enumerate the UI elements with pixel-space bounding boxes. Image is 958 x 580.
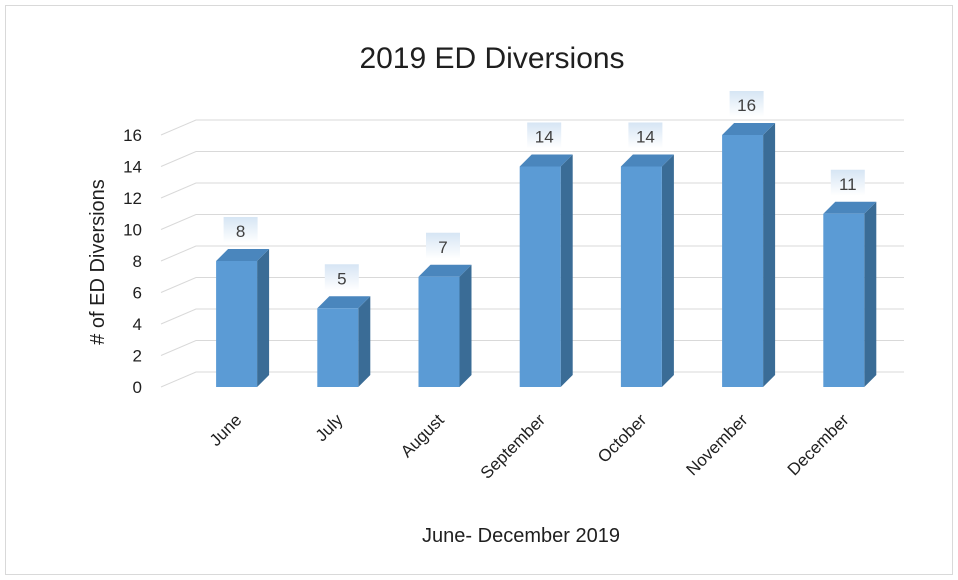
bar-top-face: [418, 264, 472, 277]
x-category-label: November: [683, 410, 752, 479]
data-label: 11: [830, 169, 865, 196]
bar-front-face: [722, 135, 764, 387]
x-category-label: December: [784, 410, 853, 479]
data-label-text: 5: [337, 269, 346, 288]
bar-front-face: [216, 261, 258, 387]
data-label: 5: [324, 264, 359, 291]
y-tick-label: 16: [123, 126, 142, 145]
data-labels: 8 5 7 14 14 16 11: [223, 91, 865, 291]
bar-side-face: [864, 201, 877, 387]
bar-top-face: [216, 249, 270, 261]
y-tick-label: 10: [123, 221, 142, 240]
data-label-box: [628, 122, 663, 149]
data-label-text: 14: [535, 128, 554, 147]
data-label-text: 14: [636, 128, 655, 147]
x-category-label: October: [594, 410, 650, 466]
x-category-label: July: [312, 410, 347, 445]
data-label-text: 7: [438, 238, 447, 257]
x-axis-labels: June July August September October November De…: [206, 410, 853, 483]
bar-side-face: [560, 154, 573, 387]
data-label: 7: [426, 232, 460, 259]
y-axis-ticks: 0 2 4 6 8 10 12 14 16: [123, 126, 142, 397]
y-tick-label: 6: [133, 284, 142, 303]
data-label-text: 16: [737, 96, 756, 115]
chart-title: 2019 ED Diversions: [359, 42, 624, 75]
bar-front-face: [620, 166, 662, 387]
y-tick-label: 8: [133, 252, 142, 271]
bar-side-face: [358, 296, 371, 387]
bar-front-face: [317, 308, 359, 387]
bar-front-face: [519, 166, 561, 387]
bar-july: [317, 296, 371, 387]
data-label-text: 11: [839, 175, 857, 194]
x-axis-title: June- December 2019: [422, 525, 620, 547]
data-label: 16: [729, 91, 764, 117]
data-label-box: [426, 232, 460, 259]
gridline: [160, 119, 904, 136]
bar-december: [823, 201, 877, 387]
y-tick-label: 0: [133, 378, 142, 397]
data-label: 14: [628, 122, 663, 149]
data-label-box: [729, 91, 764, 117]
data-label: 14: [527, 122, 562, 149]
data-label-box: [830, 169, 865, 196]
bars: [216, 123, 877, 387]
bar-october: [620, 154, 674, 387]
bar-front-face: [823, 213, 865, 387]
x-category-label: August: [397, 410, 448, 461]
bar-side-face: [661, 154, 674, 387]
data-label: 8: [223, 217, 258, 243]
chart-frame: 2019 ED Diversions # of ED Diversions Ju…: [5, 5, 953, 575]
bar-august: [418, 264, 472, 387]
gridline: [160, 151, 904, 167]
bar-side-face: [257, 249, 270, 387]
bar-front-face: [418, 276, 460, 387]
x-category-label: June: [206, 410, 246, 450]
gridlines: [160, 119, 904, 388]
data-label-box: [223, 217, 258, 243]
data-label-text: 8: [236, 222, 245, 241]
data-label-box: [324, 264, 359, 291]
bar-june: [216, 249, 270, 387]
y-tick-label: 2: [133, 347, 142, 366]
bar-september: [519, 154, 573, 387]
y-axis-title: # of ED Diversions: [87, 179, 109, 345]
bar-top-face: [620, 154, 674, 167]
bar-top-face: [519, 154, 573, 167]
bar-side-face: [459, 264, 472, 387]
bar-top-face: [823, 201, 877, 214]
y-tick-label: 12: [123, 189, 142, 208]
y-tick-label: 4: [133, 315, 142, 334]
bar-november: [722, 123, 776, 387]
y-tick-label: 14: [123, 158, 142, 177]
bar-top-face: [317, 296, 371, 309]
bar-top-face: [722, 123, 776, 135]
data-label-box: [527, 122, 562, 149]
chart-svg: 2019 ED Diversions # of ED Diversions Ju…: [87, 42, 904, 547]
bar-side-face: [763, 123, 776, 387]
x-category-label: September: [477, 410, 549, 482]
